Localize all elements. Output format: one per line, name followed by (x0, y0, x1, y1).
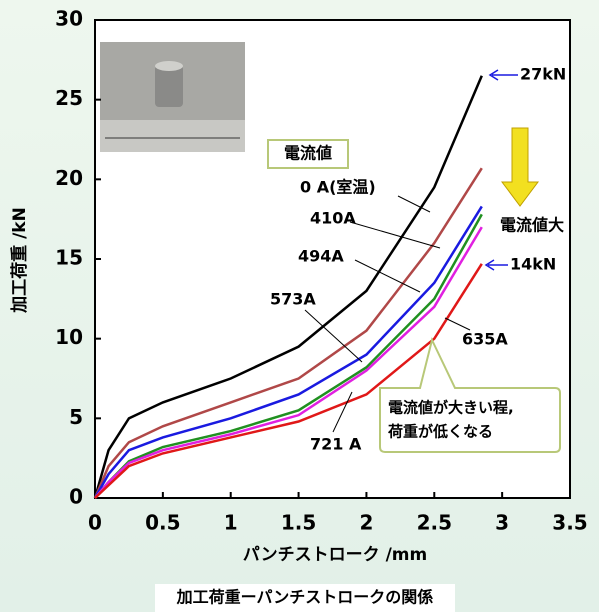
callout-text: 荷重が低くなる (388, 423, 493, 441)
annotation: 27kN (520, 65, 566, 84)
caption: 加工荷重ーパンチストロークの関係 (176, 588, 434, 607)
y-tick-label: 30 (55, 7, 83, 31)
y-tick-label: 5 (69, 405, 83, 429)
series-label: 635A (462, 330, 508, 349)
series-label: 494A (298, 247, 344, 266)
x-tick-label: 0.5 (145, 511, 180, 535)
x-tick-label: 2 (359, 511, 373, 535)
series-label: 573A (270, 290, 316, 309)
chart: 加工荷重 /kN パンチストローク /mm 加工荷重ーパンチストロークの関係 0… (0, 0, 599, 612)
series-label: 721 A (310, 435, 362, 454)
series-label: 0 A(室温) (300, 178, 376, 197)
y-axis-title: 加工荷重 /kN (9, 207, 30, 314)
y-tick-label: 20 (55, 166, 83, 190)
annotation: 電流値 (284, 144, 332, 163)
y-tick-label: 0 (69, 485, 83, 509)
annotation: 電流値大 (500, 216, 564, 235)
callout-text: 電流値が大きい程, (388, 399, 514, 417)
series-label: 410A (310, 209, 356, 228)
x-tick-label: 1.5 (281, 511, 316, 535)
x-axis-title: パンチストローク /mm (243, 545, 427, 565)
x-tick-label: 1 (224, 511, 238, 535)
x-tick-label: 0 (88, 511, 102, 535)
y-tick-label: 25 (55, 86, 83, 110)
y-tick-label: 10 (55, 325, 83, 349)
photo (100, 42, 245, 152)
y-tick-label: 15 (55, 246, 83, 270)
x-tick-label: 2.5 (417, 511, 452, 535)
x-tick-label: 3.5 (552, 511, 587, 535)
annotation: 14kN (510, 255, 556, 274)
x-tick-label: 3 (495, 511, 509, 535)
